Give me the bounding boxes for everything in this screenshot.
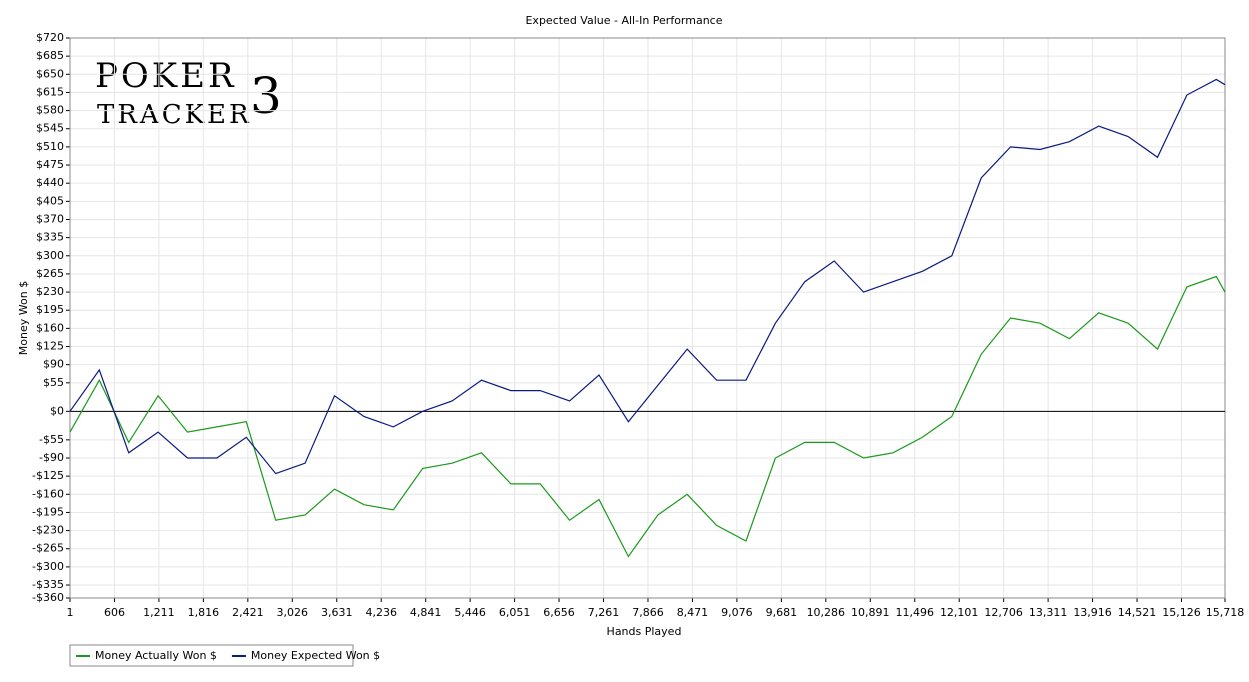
y-tick-label: -$125 bbox=[32, 469, 64, 482]
y-tick-label: -$195 bbox=[32, 505, 64, 518]
y-tick-label: $90 bbox=[43, 358, 64, 371]
x-tick-label: 14,521 bbox=[1118, 606, 1157, 619]
x-tick-label: 5,446 bbox=[454, 606, 486, 619]
series-line bbox=[69, 275, 1226, 558]
y-tick-label: -$265 bbox=[32, 542, 64, 555]
x-tick-label: 2,421 bbox=[232, 606, 264, 619]
y-tick-label: $230 bbox=[36, 285, 64, 298]
x-tick-label: 7,866 bbox=[632, 606, 664, 619]
x-tick-label: 12,101 bbox=[940, 606, 979, 619]
watermark: POKER bbox=[95, 56, 237, 96]
x-tick-label: 8,471 bbox=[677, 606, 709, 619]
series-line bbox=[69, 78, 1226, 475]
y-tick-label: -$300 bbox=[32, 560, 64, 573]
plot-border bbox=[69, 37, 1226, 599]
y-tick-label: -$90 bbox=[39, 451, 64, 464]
x-tick-label: 4,236 bbox=[365, 606, 397, 619]
watermark: TRACKER bbox=[97, 100, 252, 130]
x-tick-label: 6,656 bbox=[543, 606, 575, 619]
x-tick-label: 3,026 bbox=[277, 606, 309, 619]
y-tick-label: $720 bbox=[36, 31, 64, 44]
y-tick-label: -$55 bbox=[39, 433, 64, 446]
x-axis-label: Hands Played bbox=[607, 625, 682, 638]
x-tick-label: 10,891 bbox=[851, 606, 890, 619]
x-tick-label: 7,261 bbox=[588, 606, 620, 619]
x-tick-label: 1,211 bbox=[143, 606, 175, 619]
y-tick-label: $55 bbox=[43, 376, 64, 389]
x-tick-label: 13,311 bbox=[1029, 606, 1068, 619]
y-tick-label: $475 bbox=[36, 158, 64, 171]
y-tick-label: -$160 bbox=[32, 487, 64, 500]
y-tick-label: $335 bbox=[36, 231, 64, 244]
y-axis-label: Money Won $ bbox=[17, 281, 30, 355]
x-tick-label: 4,841 bbox=[410, 606, 442, 619]
y-tick-label: -$230 bbox=[32, 524, 64, 537]
y-tick-label: $615 bbox=[36, 85, 64, 98]
y-tick-label: $405 bbox=[36, 194, 64, 207]
x-tick-label: 15,718 bbox=[1206, 606, 1245, 619]
legend-label: Money Expected Won $ bbox=[251, 649, 380, 662]
y-tick-label: -$335 bbox=[32, 578, 64, 591]
y-tick-label: $160 bbox=[36, 321, 64, 334]
y-tick-label: $265 bbox=[36, 267, 64, 280]
y-tick-label: $0 bbox=[50, 404, 64, 417]
x-tick-label: 13,916 bbox=[1073, 606, 1112, 619]
x-tick-label: 11,496 bbox=[895, 606, 934, 619]
x-tick-label: 9,681 bbox=[766, 606, 798, 619]
x-tick-label: 1 bbox=[67, 606, 74, 619]
y-tick-label: $580 bbox=[36, 104, 64, 117]
y-tick-label: -$360 bbox=[32, 591, 64, 604]
x-tick-label: 606 bbox=[104, 606, 125, 619]
chart-title: Expected Value - All-In Performance bbox=[525, 14, 722, 27]
x-tick-label: 12,706 bbox=[984, 606, 1023, 619]
watermark: 3 bbox=[250, 67, 285, 125]
legend-box bbox=[69, 644, 354, 667]
y-tick-label: $685 bbox=[36, 49, 64, 62]
legend-label: Money Actually Won $ bbox=[95, 649, 217, 662]
y-tick-label: $125 bbox=[36, 340, 64, 353]
y-tick-label: $300 bbox=[36, 249, 64, 262]
x-tick-label: 1,816 bbox=[188, 606, 220, 619]
y-tick-label: $440 bbox=[36, 176, 64, 189]
y-tick-label: $545 bbox=[36, 122, 64, 135]
y-tick-label: $195 bbox=[36, 303, 64, 316]
x-tick-label: 10,286 bbox=[807, 606, 846, 619]
y-tick-label: $510 bbox=[36, 140, 64, 153]
y-tick-label: $370 bbox=[36, 212, 64, 225]
x-tick-label: 6,051 bbox=[499, 606, 531, 619]
x-tick-label: 3,631 bbox=[321, 606, 353, 619]
x-tick-label: 15,126 bbox=[1162, 606, 1201, 619]
y-tick-label: $650 bbox=[36, 67, 64, 80]
x-tick-label: 9,076 bbox=[721, 606, 753, 619]
